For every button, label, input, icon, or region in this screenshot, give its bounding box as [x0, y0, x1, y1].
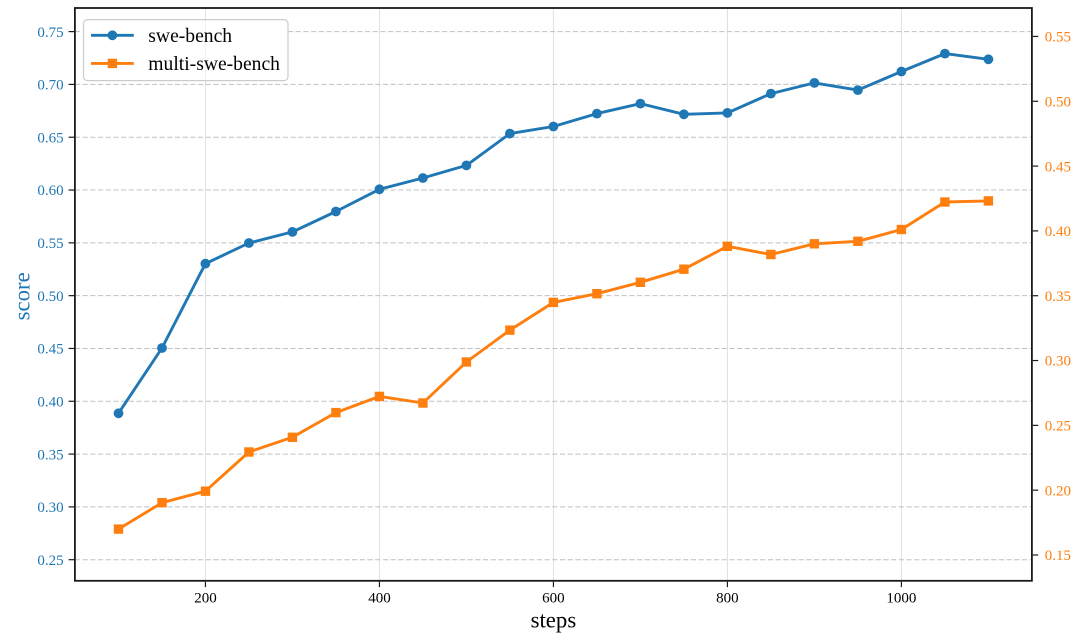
svg-text:multi-swe-bench: multi-swe-bench	[148, 54, 280, 75]
svg-text:0.60: 0.60	[37, 183, 63, 199]
svg-text:steps: steps	[531, 608, 577, 633]
svg-text:0.20: 0.20	[1045, 483, 1071, 499]
svg-text:0.45: 0.45	[1045, 159, 1071, 175]
svg-text:0.30: 0.30	[1045, 354, 1071, 370]
svg-text:swe-bench: swe-bench	[148, 26, 232, 47]
svg-text:0.65: 0.65	[37, 130, 63, 146]
svg-text:0.30: 0.30	[37, 500, 63, 516]
svg-text:0.55: 0.55	[1045, 30, 1071, 46]
svg-text:0.25: 0.25	[1045, 419, 1071, 435]
svg-text:0.55: 0.55	[37, 236, 63, 252]
svg-text:score: score	[10, 272, 35, 320]
svg-text:0.35: 0.35	[1045, 289, 1071, 305]
svg-text:0.45: 0.45	[37, 342, 63, 358]
svg-text:0.50: 0.50	[1045, 94, 1071, 110]
svg-text:0.40: 0.40	[37, 394, 63, 410]
svg-text:0.40: 0.40	[1045, 224, 1071, 240]
svg-text:600: 600	[542, 591, 565, 607]
svg-text:400: 400	[368, 591, 391, 607]
svg-text:800: 800	[716, 591, 739, 607]
svg-text:0.75: 0.75	[37, 25, 63, 41]
svg-text:1000: 1000	[886, 591, 916, 607]
svg-text:0.50: 0.50	[37, 289, 63, 305]
svg-text:0.25: 0.25	[37, 553, 63, 569]
svg-text:0.35: 0.35	[37, 447, 63, 463]
svg-text:0.70: 0.70	[37, 78, 63, 94]
svg-text:200: 200	[194, 591, 217, 607]
svg-text:0.15: 0.15	[1045, 548, 1071, 564]
